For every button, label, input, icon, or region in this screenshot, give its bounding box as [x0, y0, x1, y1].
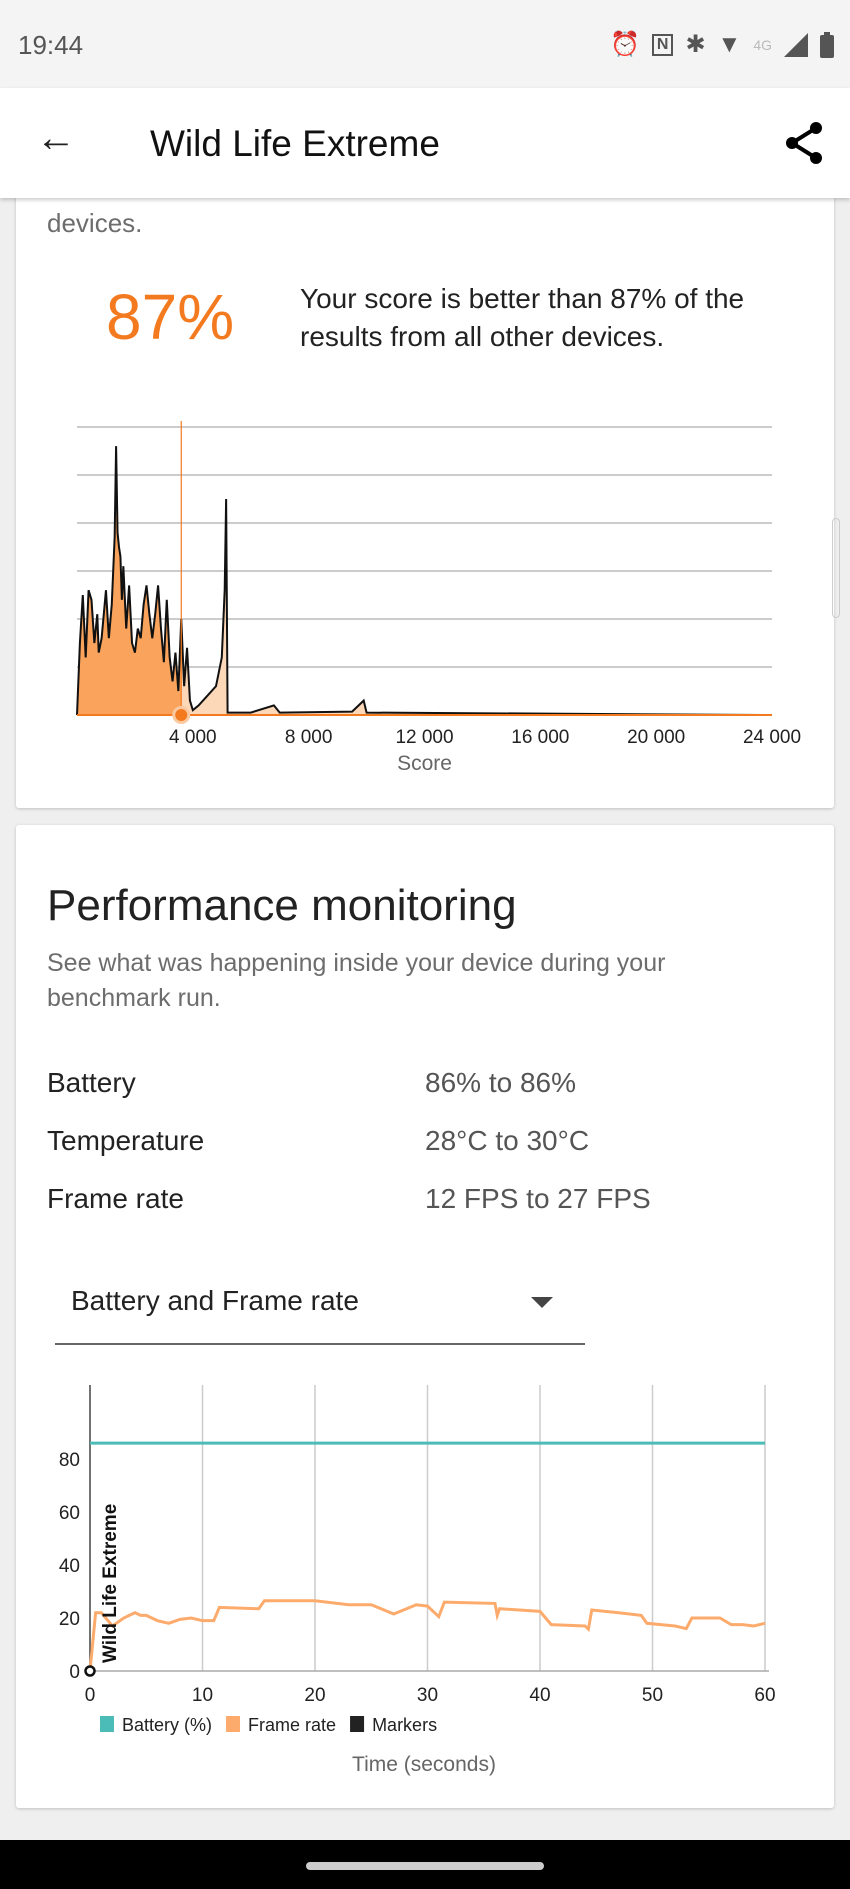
y-tick-label: 0: [69, 1662, 80, 1683]
y-tick-label: 60: [59, 1503, 80, 1524]
y-tick-label: 80: [59, 1450, 80, 1471]
share-icon[interactable]: [784, 121, 824, 165]
x-tick-label: 4 000: [169, 727, 217, 748]
x-tick-label: 0: [85, 1685, 96, 1706]
framerate-label: Frame rate: [47, 1183, 184, 1214]
chart-select-dropdown[interactable]: Battery and Frame rate: [55, 1275, 585, 1345]
nfc-icon: N: [651, 33, 674, 56]
x-tick-label: 30: [417, 1685, 438, 1706]
x-axis-label: Score: [397, 752, 452, 775]
percentile-value: 87%: [106, 281, 235, 353]
score-distribution-card: devices. 87% Your score is better than 8…: [16, 160, 834, 808]
x-tick-label: 60: [754, 1685, 775, 1706]
score-histogram: 4 000 8 000 12 000 16 000 20 000 24 000 Score: [76, 421, 801, 775]
framerate-value: 12 FPS to 27 FPS: [425, 1183, 651, 1214]
x-tick-label: 24 000: [743, 727, 801, 748]
x-tick-label: 20 000: [627, 727, 685, 748]
temperature-value: 28°C to 30°C: [425, 1125, 590, 1156]
legend-label: Battery (%): [122, 1715, 212, 1735]
alarm-icon: ⏰: [609, 31, 640, 58]
battery-label: Battery: [47, 1067, 136, 1098]
battery-value: 86% to 86%: [425, 1067, 576, 1098]
wifi-icon: ▼: [717, 30, 742, 58]
status-bar: 19:44 ⏰ N ✱ ▼ 4G: [0, 0, 850, 88]
arrow-left-icon[interactable]: ←: [36, 116, 76, 160]
dropdown-value: Battery and Frame rate: [71, 1285, 359, 1316]
x-tick-label: 12 000: [395, 727, 453, 748]
legend-swatch: [226, 1716, 241, 1732]
bluetooth-icon: ✱: [685, 31, 706, 58]
score-marker-dot: [175, 709, 188, 721]
x-tick-label: 10: [192, 1685, 213, 1706]
performance-chart: 0 10 20 30 40 50 60 0 20 40 60 80 Wild Life Extreme B…: [59, 1385, 776, 1776]
x-axis-label: Time (seconds): [352, 1753, 496, 1776]
app-header: ← Wild Life Extreme: [0, 88, 850, 198]
4g-icon: 4G: [753, 36, 772, 53]
legend-swatch: [350, 1716, 365, 1732]
page-title: Wild Life Extreme: [150, 123, 440, 164]
marker-label: Wild Life Extreme: [100, 1504, 121, 1663]
y-tick-label: 20: [59, 1609, 80, 1630]
area-below-score: [77, 446, 182, 715]
section-title: Performance monitoring: [47, 881, 517, 930]
y-tick-label: 40: [59, 1556, 80, 1577]
x-tick-label: 16 000: [511, 727, 569, 748]
clipped-description: devices.: [47, 208, 143, 238]
home-handle[interactable]: [306, 1862, 544, 1870]
marker-start-dot: [84, 1665, 96, 1677]
x-tick-label: 40: [529, 1685, 550, 1706]
legend-label: Frame rate: [248, 1715, 336, 1735]
framerate-line: [88, 1599, 766, 1672]
signal-icon: [784, 32, 808, 57]
distribution-line: [76, 446, 773, 716]
battery-icon: [820, 31, 834, 58]
clock: 19:44: [18, 30, 84, 60]
scrollbar[interactable]: [832, 518, 840, 618]
area-above-score: [178, 499, 772, 715]
legend-label: Markers: [372, 1715, 437, 1735]
temperature-label: Temperature: [47, 1125, 205, 1156]
caret-down-icon: [531, 1297, 553, 1308]
status-icons: ⏰ N ✱ ▼ 4G: [610, 30, 834, 59]
x-tick-label: 8 000: [285, 727, 333, 748]
section-subtitle: See what was happening inside your devic…: [47, 949, 666, 1012]
x-tick-label: 50: [642, 1685, 663, 1706]
percentile-text: Your score is better than 87% of the res…: [300, 283, 745, 352]
x-tick-label: 20: [304, 1685, 325, 1706]
legend-swatch: [100, 1716, 114, 1732]
performance-card: Performance monitoring See what was happ…: [16, 825, 834, 1808]
